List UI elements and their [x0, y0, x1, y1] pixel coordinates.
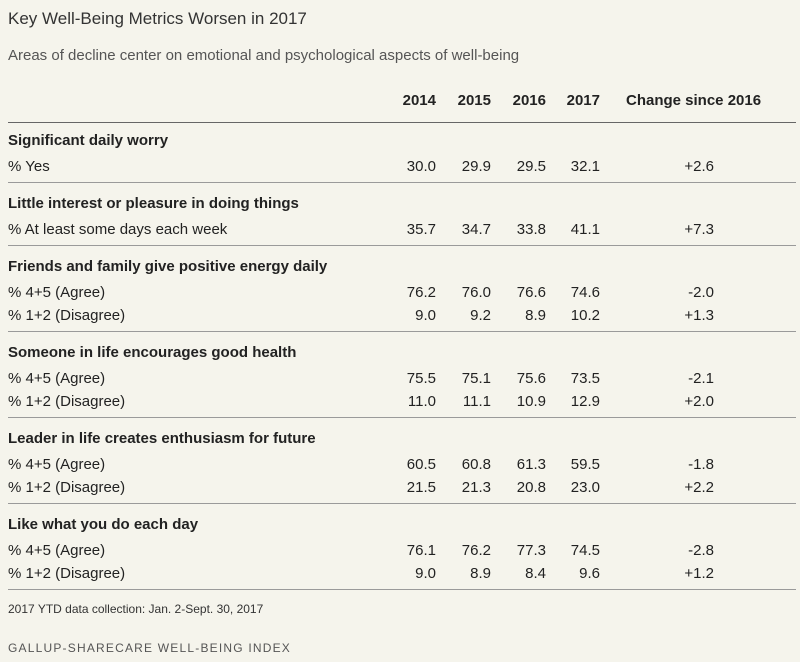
section-title: Little interest or pleasure in doing thi… [8, 195, 299, 212]
column-header-year: 2017 [566, 92, 600, 109]
change-cell: +2.6 [684, 158, 714, 175]
table-cell: 77.3 [516, 542, 546, 559]
table-cell: 29.5 [516, 158, 546, 175]
section-divider [8, 182, 796, 183]
table-cell: 9.0 [415, 565, 436, 582]
section-title: Like what you do each day [8, 516, 199, 533]
table-cell: 35.7 [406, 221, 436, 238]
table-cell: 32.1 [570, 158, 600, 175]
table-cell: 74.6 [570, 284, 600, 301]
source-label: GALLUP-SHARECARE WELL-BEING INDEX [8, 641, 291, 655]
table-cell: 23.0 [570, 479, 600, 496]
column-header-change: Change since 2016 [626, 92, 762, 109]
table-cell: 76.2 [406, 284, 436, 301]
table-cell: 74.5 [570, 542, 600, 559]
table-cell: 76.0 [461, 284, 491, 301]
change-cell: +1.3 [684, 307, 714, 324]
row-label: % Yes [8, 158, 50, 175]
section-divider [8, 503, 796, 504]
table-cell: 41.1 [570, 221, 600, 238]
row-label: % 1+2 (Disagree) [8, 479, 126, 496]
table-cell: 76.1 [406, 542, 436, 559]
row-label: % 1+2 (Disagree) [8, 307, 126, 324]
table-cell: 30.0 [406, 158, 436, 175]
table-cell: 59.5 [570, 456, 600, 473]
section-title: Leader in life creates enthusiasm for fu… [8, 430, 316, 447]
table-cell: 75.6 [516, 370, 546, 387]
table-cell: 76.6 [516, 284, 546, 301]
change-cell: -1.8 [688, 456, 714, 473]
table-cell: 73.5 [570, 370, 600, 387]
table-cell: 75.5 [406, 370, 436, 387]
table-cell: 60.8 [461, 456, 491, 473]
table-cell: 20.8 [516, 479, 546, 496]
section-title: Someone in life encourages good health [8, 344, 297, 361]
row-label: % 4+5 (Agree) [8, 542, 106, 559]
row-label: % At least some days each week [8, 221, 228, 238]
section-title: Friends and family give positive energy … [8, 258, 328, 275]
section-divider [8, 589, 796, 590]
change-cell: -2.0 [688, 284, 714, 301]
row-label: % 4+5 (Agree) [8, 456, 106, 473]
change-cell: -2.8 [688, 542, 714, 559]
column-header-year: 2014 [402, 92, 436, 109]
table-cell: 29.9 [461, 158, 491, 175]
table-cell: 8.9 [470, 565, 491, 582]
table-cell: 11.0 [407, 393, 436, 410]
table-cell: 21.3 [461, 479, 491, 496]
change-cell: +2.2 [684, 479, 714, 496]
table-cell: 12.9 [570, 393, 600, 410]
section-divider [8, 331, 796, 332]
row-label: % 4+5 (Agree) [8, 370, 106, 387]
footnote: 2017 YTD data collection: Jan. 2-Sept. 3… [8, 602, 264, 616]
table-cell: 75.1 [461, 370, 491, 387]
row-label: % 1+2 (Disagree) [8, 565, 126, 582]
section-title: Significant daily worry [8, 132, 169, 149]
table-cell: 9.2 [470, 307, 491, 324]
table-cell: 10.9 [516, 393, 546, 410]
table-cell: 33.8 [516, 221, 546, 238]
table-cell: 8.4 [525, 565, 546, 582]
section-divider [8, 417, 796, 418]
table-cell: 11.1 [462, 393, 491, 410]
change-cell: +2.0 [684, 393, 714, 410]
table-cell: 21.5 [406, 479, 436, 496]
chart-subtitle: Areas of decline center on emotional and… [8, 47, 520, 64]
table-cell: 9.6 [579, 565, 600, 582]
table-cell: 76.2 [461, 542, 491, 559]
header-divider [8, 122, 796, 123]
column-header-year: 2016 [512, 92, 546, 109]
change-cell: +7.3 [684, 221, 714, 238]
change-cell: -2.1 [688, 370, 714, 387]
section-divider [8, 245, 796, 246]
chart-title: Key Well-Being Metrics Worsen in 2017 [8, 9, 307, 28]
table-cell: 34.7 [461, 221, 491, 238]
row-label: % 4+5 (Agree) [8, 284, 106, 301]
table-cell: 8.9 [525, 307, 546, 324]
change-cell: +1.2 [684, 565, 714, 582]
table-cell: 9.0 [415, 307, 436, 324]
row-label: % 1+2 (Disagree) [8, 393, 126, 410]
column-header-year: 2015 [457, 92, 491, 109]
table-cell: 60.5 [406, 456, 436, 473]
table-cell: 61.3 [516, 456, 546, 473]
table-cell: 10.2 [570, 307, 600, 324]
